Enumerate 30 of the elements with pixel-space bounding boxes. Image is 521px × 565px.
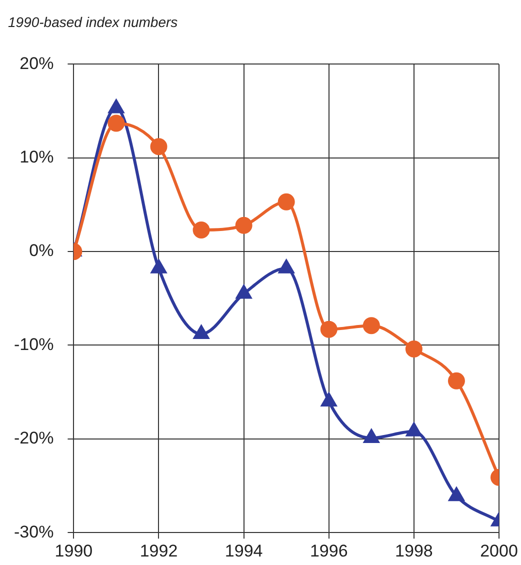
point (448, 488, 464, 502)
point (236, 285, 252, 299)
x-tick-label: 1996 (310, 541, 348, 560)
point (278, 260, 294, 274)
x-tick-label: 1990 (54, 541, 93, 560)
x-tick-label: 2000 (480, 541, 518, 560)
point (278, 193, 295, 210)
point (320, 320, 338, 338)
point (362, 317, 380, 334)
point (321, 392, 336, 406)
point (364, 429, 379, 443)
point (150, 138, 168, 156)
point (448, 372, 465, 390)
point (405, 340, 422, 358)
y-tick-label: 10% (20, 148, 54, 167)
x-tick-label: 1994 (224, 541, 263, 560)
point (151, 260, 166, 274)
point (406, 422, 422, 436)
point (235, 216, 252, 234)
y-tick-label: -30% (14, 522, 54, 542)
point (192, 222, 210, 239)
x-tick-label: 1998 (395, 541, 433, 560)
chart-title: 1990-based index numbers (8, 14, 178, 30)
point (108, 114, 125, 132)
y-tick-label: 20% (20, 54, 54, 73)
y-tick-label: -10% (14, 334, 54, 354)
x-tick-label: 1992 (140, 541, 178, 560)
y-tick-label: -20% (14, 428, 54, 448)
y-tick-label: 0% (29, 241, 54, 260)
point (194, 326, 209, 339)
